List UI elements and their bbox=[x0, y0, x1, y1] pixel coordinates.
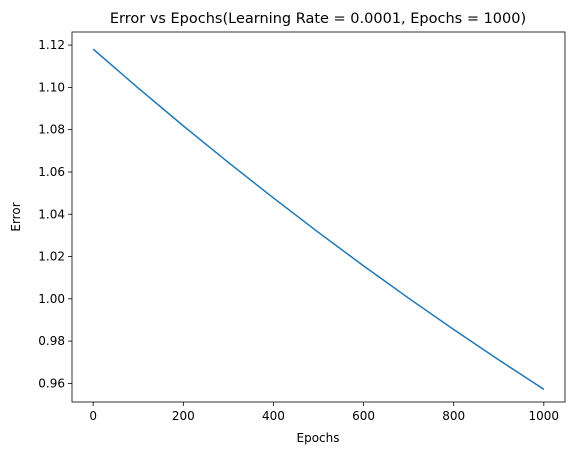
x-axis: 0 200 400 600 800 1000 bbox=[89, 402, 559, 423]
axes-frame bbox=[71, 31, 566, 403]
x-axis-label: Epochs bbox=[297, 431, 340, 445]
x-tick-label: 0 bbox=[89, 409, 97, 423]
y-tick-label: 0.96 bbox=[38, 376, 65, 390]
series-line-0 bbox=[92, 48, 545, 390]
y-tick-label: 1.06 bbox=[38, 165, 65, 179]
x-tick-label: 400 bbox=[262, 409, 285, 423]
y-tick-label: 1.12 bbox=[38, 38, 65, 52]
y-tick-label: 1.02 bbox=[38, 250, 65, 264]
chart-title: Error vs Epochs(Learning Rate = 0.0001, … bbox=[110, 11, 526, 27]
plot-area bbox=[92, 48, 545, 390]
y-tick-label: 1.04 bbox=[38, 207, 65, 221]
y-tick-label: 0.98 bbox=[38, 334, 65, 348]
y-tick-label: 1.10 bbox=[38, 80, 65, 94]
x-tick-label: 1000 bbox=[529, 409, 560, 423]
x-tick-label: 800 bbox=[442, 409, 465, 423]
x-tick-label: 200 bbox=[172, 409, 195, 423]
y-tick-label: 1.00 bbox=[38, 292, 65, 306]
x-tick-label: 600 bbox=[352, 409, 375, 423]
y-tick-label: 1.08 bbox=[38, 123, 65, 137]
y-axis-label: Error bbox=[9, 202, 23, 231]
y-axis: 0.96 0.98 1.00 1.02 1.04 1.06 1.08 1.10 1.12 bbox=[38, 38, 72, 390]
